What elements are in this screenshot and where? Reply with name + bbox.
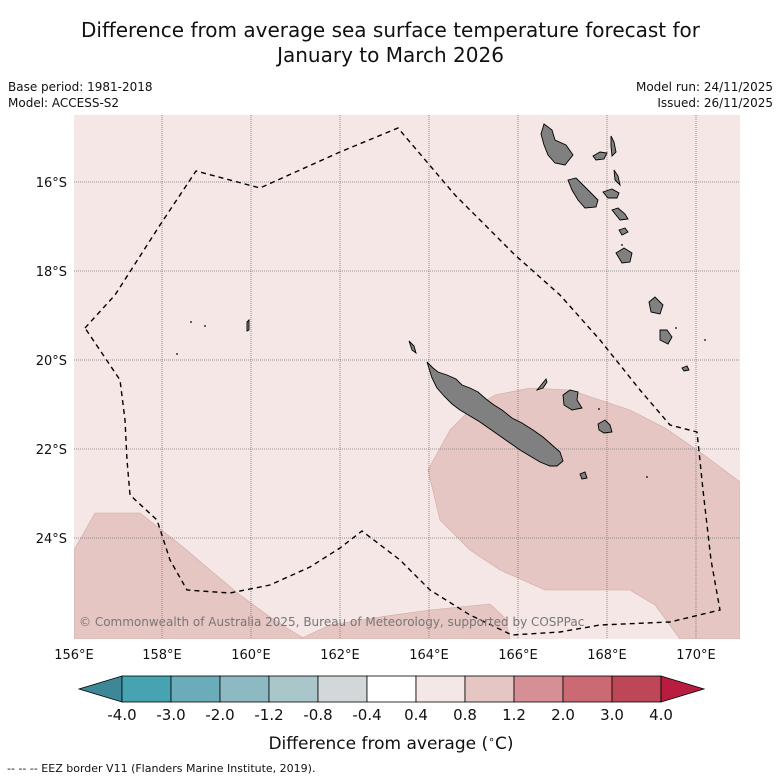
map-panel: © Commonwealth of Australia 2025, Bureau… xyxy=(74,115,740,639)
lat-label: 16°S xyxy=(36,176,67,191)
colorbar-title: Difference from average (∘C) xyxy=(268,733,513,754)
model-run-text: Model run: 24/11/2025 xyxy=(635,80,773,94)
lat-label: 20°S xyxy=(36,354,67,369)
degree-symbol: ∘ xyxy=(488,733,495,746)
map-title-line1: Difference from average sea surface temp… xyxy=(80,18,700,42)
land-tanna xyxy=(659,329,673,345)
land-malakula xyxy=(567,177,599,209)
lat-label: 22°S xyxy=(36,443,67,458)
colorbar-cell xyxy=(513,675,564,703)
meta-left: Base period: 1981-2018 Model: ACCESS-S2 xyxy=(8,79,153,111)
lon-label: 160°E xyxy=(231,648,271,663)
land-ouvea xyxy=(535,378,548,391)
lon-label: 156°E xyxy=(54,648,94,663)
lon-label: 170°E xyxy=(676,648,716,663)
colorbar-tick: 0.8 xyxy=(453,706,477,724)
land-grande-terre xyxy=(426,361,564,467)
land-mare xyxy=(597,419,613,434)
lon-label: 158°E xyxy=(142,648,182,663)
colorbar-tick: -3.0 xyxy=(156,706,185,724)
land-chesterfield xyxy=(246,318,250,332)
colorbar-tick: 3.0 xyxy=(600,706,624,724)
colorbar-cell xyxy=(415,675,466,703)
land-belep xyxy=(408,340,417,355)
issued-text: Issued: 26/11/2025 xyxy=(657,96,773,110)
colorbar-right-triangle xyxy=(660,675,706,703)
colorbar-cell xyxy=(366,675,417,703)
land-ile-des-pins xyxy=(579,471,588,480)
lon-label: 168°E xyxy=(587,648,627,663)
longitude-labels: 156°E 158°E 160°E 162°E 164°E 166°E 168°… xyxy=(54,648,716,663)
land-lifou xyxy=(562,389,583,411)
colorbar-cell xyxy=(317,675,368,703)
colorbar-cell xyxy=(268,675,319,703)
reef-dots xyxy=(176,244,706,478)
land-epi xyxy=(611,207,629,221)
colorbar-title-unit: C) xyxy=(495,734,514,754)
graticule xyxy=(74,115,740,639)
colorbar-cell xyxy=(464,675,515,703)
lon-label: 166°E xyxy=(498,648,538,663)
colorbar-tick: 1.2 xyxy=(502,706,526,724)
copyright-text: © Commonwealth of Australia 2025, Bureau… xyxy=(79,615,584,629)
warm-anomaly-region-south xyxy=(299,603,511,639)
colorbar-tick: -4.0 xyxy=(107,706,136,724)
land-maewo xyxy=(610,135,617,157)
colorbar-tick: -2.0 xyxy=(205,706,234,724)
land-efate xyxy=(618,227,629,236)
colorbar-cell xyxy=(121,675,172,703)
land-erromango xyxy=(648,296,664,315)
map-title: Difference from average sea surface temp… xyxy=(0,18,781,68)
base-period-text: Base period: 1981-2018 xyxy=(8,80,153,94)
colorbar-tick-labels: -4.0 -3.0 -2.0 -1.2 -0.8 -0.4 0.4 0.8 1.… xyxy=(107,706,673,724)
colorbar-tick: -0.4 xyxy=(352,706,381,724)
colorbar-cells xyxy=(121,675,662,703)
lon-label: 164°E xyxy=(409,648,449,663)
land-ambrym xyxy=(602,188,620,199)
lon-label: 162°E xyxy=(320,648,360,663)
lat-label: 24°S xyxy=(36,532,67,547)
colorbar-tick: 0.4 xyxy=(404,706,428,724)
land-ambae xyxy=(592,151,608,161)
warm-anomaly-region-east xyxy=(427,387,740,639)
colorbar-left-triangle xyxy=(77,675,123,703)
colorbar-cell xyxy=(219,675,270,703)
warm-anomaly-region-southwest xyxy=(74,512,306,639)
meta-right: Model run: 24/11/2025 Issued: 26/11/2025 xyxy=(636,79,773,111)
lat-label: 18°S xyxy=(36,265,67,280)
colorbar-cell xyxy=(611,675,662,703)
colorbar-cell xyxy=(170,675,221,703)
land-aneityum xyxy=(681,365,690,372)
colorbar-title-main: Difference from average ( xyxy=(268,734,488,754)
footnote: -- -- -- EEZ border V11 (Flanders Marine… xyxy=(7,762,316,775)
model-text: Model: ACCESS-S2 xyxy=(8,96,120,110)
latitude-labels: 16°S 18°S 20°S 22°S 24°S xyxy=(36,176,67,547)
colorbar xyxy=(77,675,706,703)
eez-border xyxy=(84,127,721,636)
colorbar-tick: -1.2 xyxy=(254,706,283,724)
colorbar-tick: 4.0 xyxy=(649,706,673,724)
land-efate-main xyxy=(615,247,633,264)
land-masses xyxy=(246,123,690,480)
land-pentecost xyxy=(613,169,621,187)
colorbar-tick: -0.8 xyxy=(303,706,332,724)
colorbar-cell xyxy=(562,675,613,703)
colorbar-tick: 2.0 xyxy=(551,706,575,724)
map-title-line2: January to March 2026 xyxy=(277,43,504,67)
land-espiritu-santo xyxy=(540,123,574,166)
